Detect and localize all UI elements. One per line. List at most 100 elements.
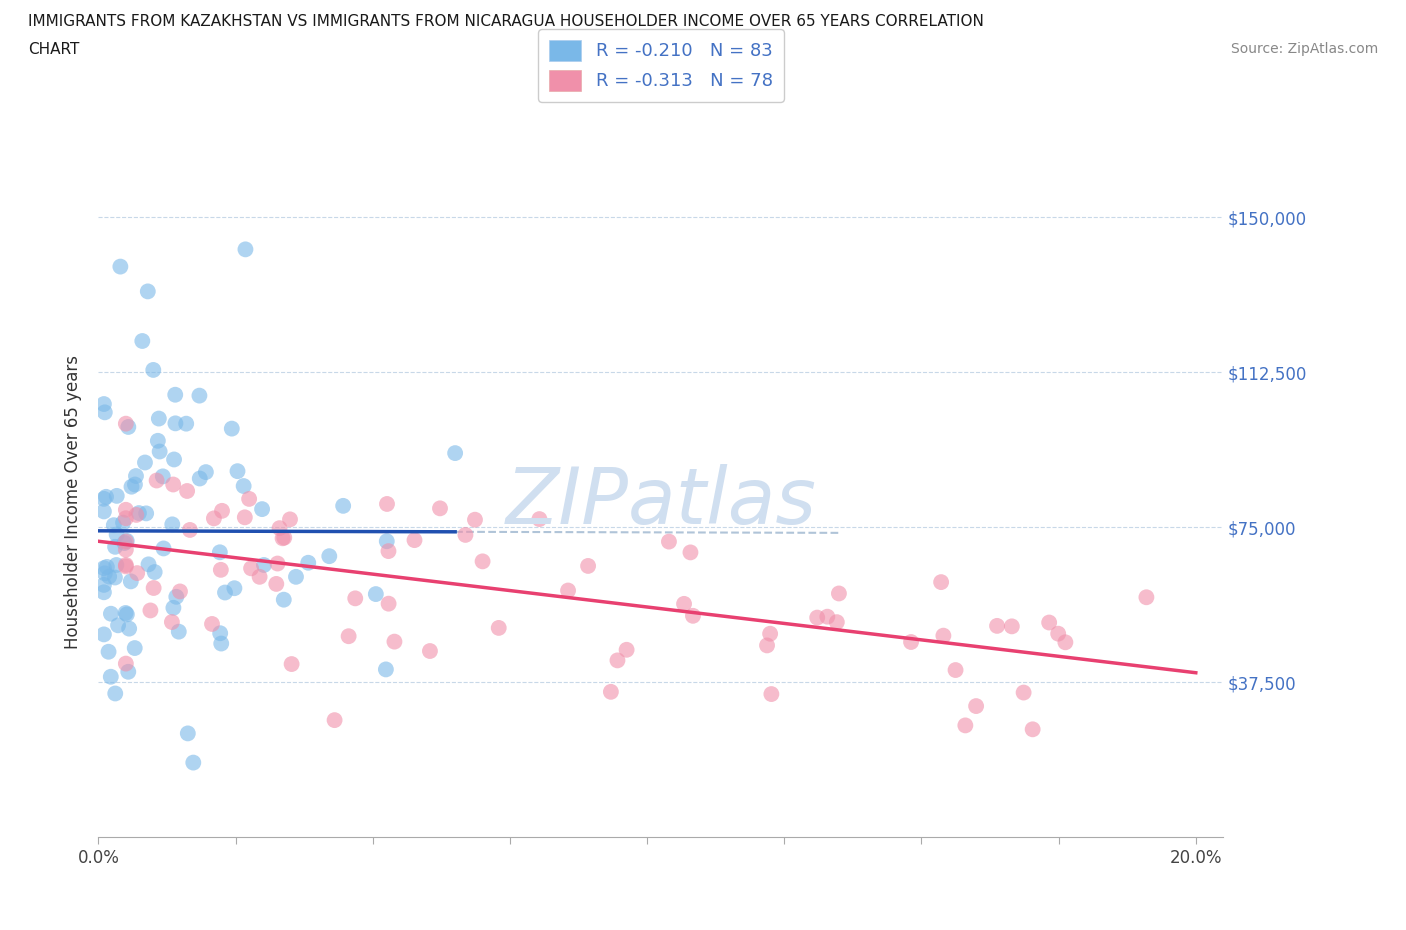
Point [900, 634, 922, 649]
Point [323, 712, 346, 727]
Point [115, 557, 138, 572]
Point [105, 488, 128, 503]
Text: ZIPatlas: ZIPatlas [505, 464, 817, 540]
Point [162, 601, 184, 616]
Point [177, 726, 200, 741]
Point [214, 585, 236, 600]
Point [201, 617, 224, 631]
Point [209, 626, 232, 641]
Point [115, 657, 138, 671]
Point [419, 644, 441, 658]
Point [384, 634, 406, 649]
Point [202, 511, 225, 525]
Point [105, 558, 128, 573]
Point [176, 484, 198, 498]
Point [377, 596, 399, 611]
Point [134, 455, 156, 470]
Point [115, 607, 138, 622]
Point [127, 565, 149, 580]
Point [188, 388, 211, 403]
Point [375, 497, 398, 512]
Point [96, 560, 118, 575]
Point [97, 644, 120, 659]
Point [146, 433, 169, 448]
Point [224, 580, 246, 595]
Point [929, 575, 952, 590]
Point [179, 523, 201, 538]
Point [235, 242, 257, 257]
Point [142, 580, 165, 595]
Point [1012, 685, 1035, 700]
Point [253, 558, 276, 573]
Point [454, 527, 477, 542]
Point [93, 627, 115, 642]
Point [131, 334, 153, 349]
Point [226, 464, 249, 479]
Point [98, 569, 121, 584]
Point [165, 590, 187, 604]
Point [152, 541, 174, 556]
Point [125, 469, 148, 484]
Point [93, 396, 115, 411]
Point [221, 421, 243, 436]
Point [759, 626, 782, 641]
Point [471, 554, 494, 569]
Point [110, 259, 132, 274]
Point [337, 629, 360, 644]
Point [269, 521, 291, 536]
Y-axis label: Householder Income Over 65 years: Householder Income Over 65 years [65, 355, 83, 649]
Point [115, 542, 138, 557]
Point [682, 608, 704, 623]
Text: IMMIGRANTS FROM KAZAKHSTAN VS IMMIGRANTS FROM NICARAGUA HOUSEHOLDER INCOME OVER : IMMIGRANTS FROM KAZAKHSTAN VS IMMIGRANTS… [28, 14, 984, 29]
Point [93, 504, 115, 519]
Point [955, 718, 977, 733]
Point [1001, 618, 1024, 633]
Point [143, 565, 166, 579]
Point [209, 636, 232, 651]
Point [576, 559, 599, 574]
Point [429, 501, 451, 516]
Point [104, 686, 127, 701]
Point [100, 606, 122, 621]
Point [557, 583, 579, 598]
Point [94, 489, 117, 504]
Point [673, 596, 696, 611]
Point [128, 506, 150, 521]
Point [806, 610, 828, 625]
Point [1054, 635, 1077, 650]
Point [280, 657, 302, 671]
Point [103, 518, 125, 533]
Point [124, 477, 146, 492]
Point [115, 417, 138, 432]
Point [135, 506, 157, 521]
Point [162, 477, 184, 492]
Point [1038, 615, 1060, 630]
Point [114, 605, 136, 620]
Point [115, 559, 138, 574]
Point [114, 536, 136, 551]
Point [115, 534, 138, 549]
Point [94, 566, 117, 581]
Point [167, 624, 190, 639]
Point [318, 549, 340, 564]
Point [297, 555, 319, 570]
Point [160, 615, 183, 630]
Point [271, 531, 294, 546]
Point [112, 515, 135, 530]
Point [249, 569, 271, 584]
Point [658, 534, 681, 549]
Point [104, 539, 127, 554]
Point [152, 469, 174, 484]
Point [145, 473, 167, 488]
Point [377, 544, 399, 559]
Point [945, 662, 967, 677]
Point [142, 363, 165, 378]
Point [118, 621, 141, 636]
Point [100, 670, 122, 684]
Point [404, 533, 426, 548]
Point [107, 618, 129, 632]
Point [165, 416, 187, 431]
Point [148, 411, 170, 426]
Point [125, 508, 148, 523]
Point [266, 556, 288, 571]
